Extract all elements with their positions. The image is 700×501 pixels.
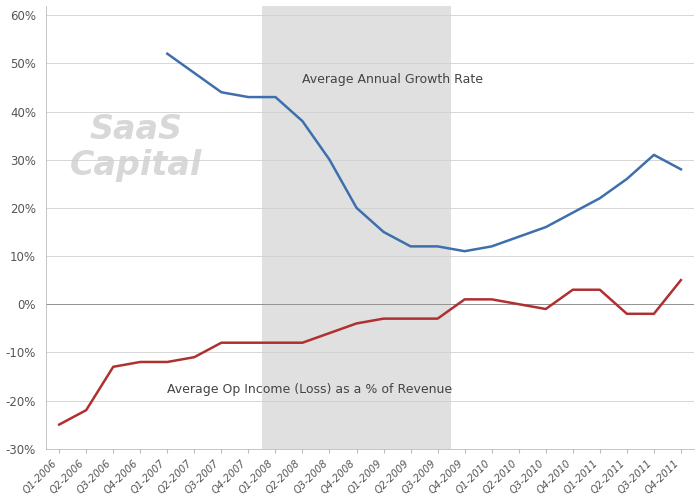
Text: Average Annual Growth Rate: Average Annual Growth Rate	[302, 73, 484, 86]
Text: SaaS
Capital: SaaS Capital	[70, 113, 203, 182]
Bar	[262, 6, 451, 449]
Text: Average Op Income (Loss) as a % of Revenue: Average Op Income (Loss) as a % of Reven…	[167, 383, 452, 396]
